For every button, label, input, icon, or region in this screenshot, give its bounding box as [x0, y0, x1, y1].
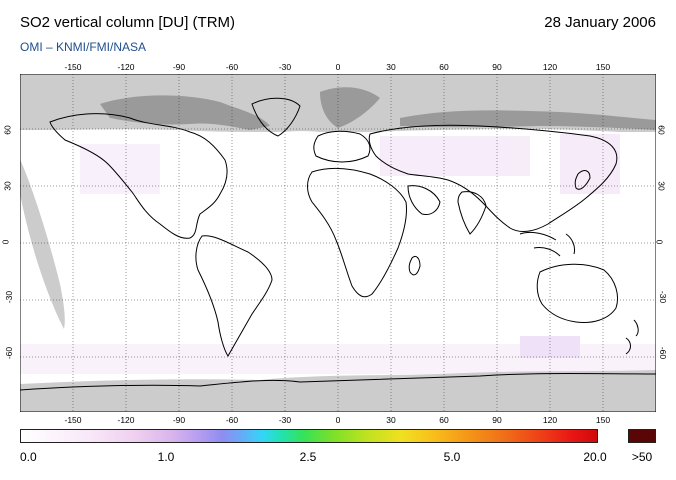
lon-tick-top: -60	[225, 62, 239, 72]
so2-patch	[380, 136, 530, 176]
lat-tick-left: -60	[4, 346, 15, 360]
so2-patch	[560, 134, 620, 194]
lat-tick-right: -30	[658, 290, 669, 304]
lon-tick-top: 60	[439, 62, 449, 72]
lon-tick-bottom: 60	[439, 415, 449, 425]
lon-tick-top: -90	[172, 62, 186, 72]
lat-tick-right: -60	[658, 346, 669, 360]
lon-tick-bottom: 30	[386, 415, 396, 425]
lon-tick-top: -150	[64, 62, 82, 72]
map-title: SO2 vertical column [DU] (TRM)	[20, 14, 236, 31]
graticule	[20, 74, 656, 412]
so2-patch	[80, 144, 160, 194]
lon-tick-bottom: -90	[172, 415, 186, 425]
lon-tick-bottom: 90	[492, 415, 502, 425]
world-map[interactable]	[20, 74, 656, 412]
lon-tick-bottom: -30	[278, 415, 292, 425]
lon-tick-bottom: -150	[64, 415, 82, 425]
colorbar	[20, 429, 598, 443]
no-data-swath	[20, 159, 65, 329]
colorbar-overflow-label: >50	[631, 450, 653, 464]
arctic-land	[100, 87, 656, 130]
lat-tick-left: 60	[2, 125, 13, 135]
lat-tick-right: 60	[656, 125, 667, 135]
lon-tick-top: 90	[492, 62, 502, 72]
lon-tick-bottom: 150	[595, 415, 611, 425]
lon-tick-top: -120	[117, 62, 135, 72]
lon-tick-bottom: -120	[117, 415, 135, 425]
map-date: 28 January 2006	[544, 14, 656, 31]
colorbar-overflow-swatch	[628, 429, 656, 443]
colorbar-label: 2.5	[299, 450, 317, 464]
coastlines	[20, 97, 656, 391]
lat-tick-left: 30	[2, 181, 13, 191]
lat-tick-right: 30	[656, 181, 667, 191]
lon-tick-bottom: -60	[225, 415, 239, 425]
lat-tick-left: 0	[0, 239, 11, 245]
lon-tick-top: -30	[278, 62, 292, 72]
lat-tick-left: -30	[4, 290, 15, 304]
lon-tick-top: 30	[386, 62, 396, 72]
colorbar-label: 20.0	[583, 450, 607, 464]
colorbar-label: 1.0	[157, 450, 175, 464]
lon-tick-bottom: 0	[335, 415, 341, 425]
colorbar-label: 5.0	[443, 450, 461, 464]
lon-tick-bottom: 120	[542, 415, 558, 425]
colorbar-label: 0.0	[20, 450, 37, 464]
lon-tick-top: 150	[595, 62, 611, 72]
data-credit: OMI – KNMI/FMI/NASA	[20, 40, 147, 54]
lon-tick-top: 0	[335, 62, 341, 72]
lon-tick-top: 120	[542, 62, 558, 72]
